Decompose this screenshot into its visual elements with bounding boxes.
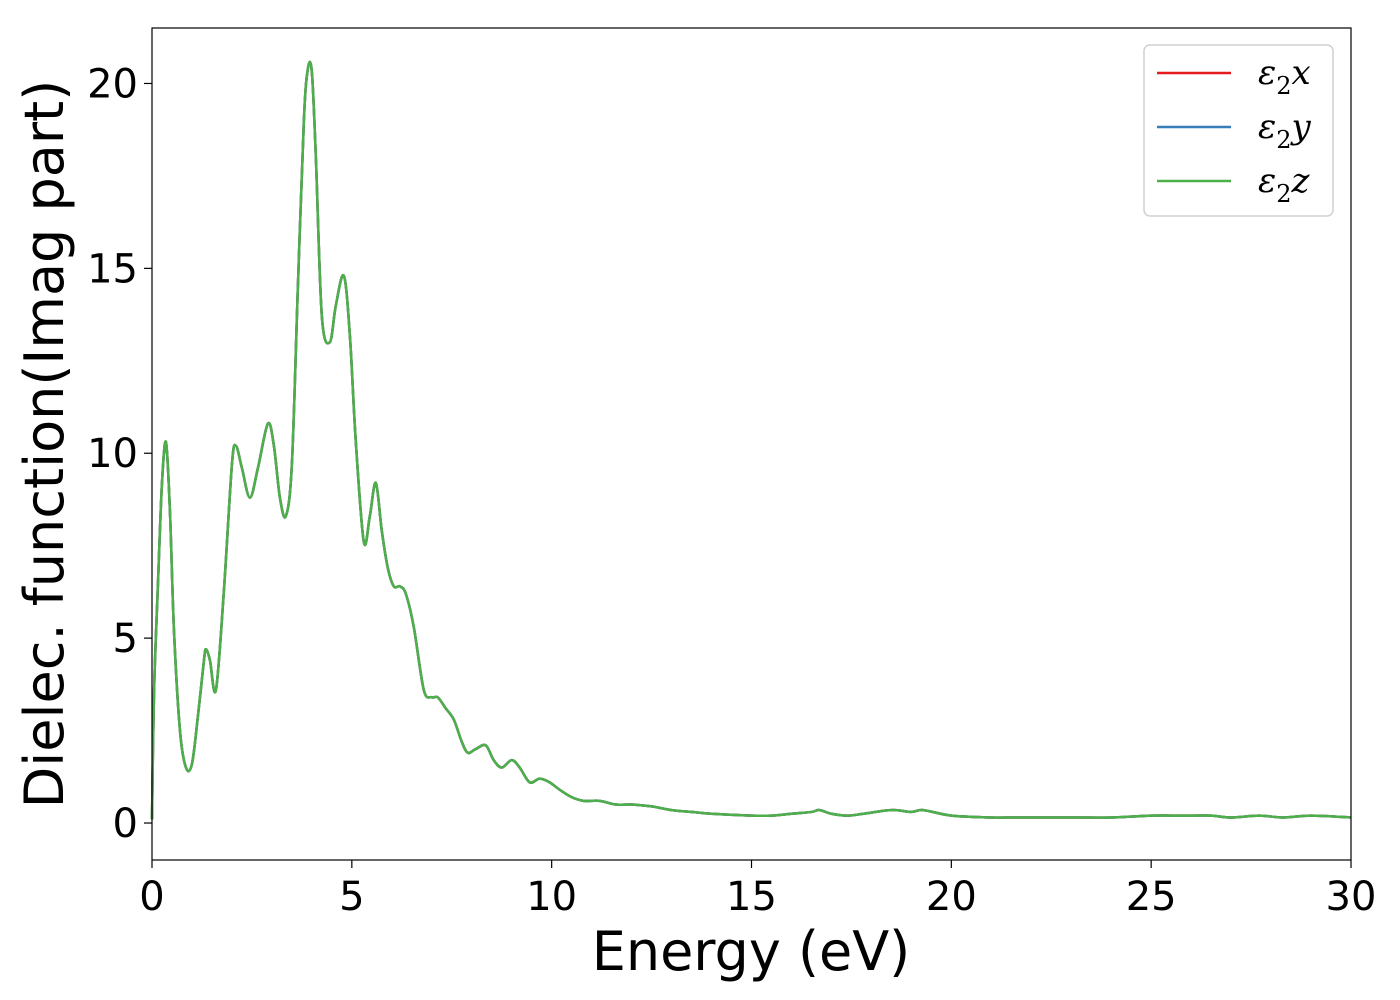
x-tick-label: 0 bbox=[139, 874, 164, 920]
y-axis-ticks: 0 5 10 15 20 bbox=[87, 61, 152, 847]
legend: ε2x ε2y ε2z bbox=[1143, 44, 1334, 217]
y-tick-label: 5 bbox=[113, 616, 138, 662]
y-tick-label: 10 bbox=[87, 431, 138, 477]
legend-label: ε2z bbox=[1258, 161, 1311, 208]
y-tick-label: 20 bbox=[87, 61, 138, 107]
y-tick-label: 15 bbox=[87, 246, 138, 292]
series-layer bbox=[150, 60, 1352, 820]
legend-label: ε2y bbox=[1258, 107, 1312, 154]
x-tick-label: 5 bbox=[339, 874, 364, 920]
x-tick-label: 25 bbox=[1126, 874, 1177, 920]
x-tick-label: 10 bbox=[526, 874, 577, 920]
x-tick-label: 15 bbox=[726, 874, 777, 920]
legend-label: ε2x bbox=[1258, 53, 1311, 100]
x-tick-label: 30 bbox=[1326, 874, 1377, 920]
x-axis-ticks: 0 5 10 15 20 25 30 bbox=[139, 860, 1376, 920]
x-tick-label: 20 bbox=[926, 874, 977, 920]
y-tick-label: 0 bbox=[113, 801, 138, 847]
legend-box bbox=[1143, 44, 1334, 217]
series-line-3 bbox=[150, 60, 1352, 820]
x-axis-label: Energy (eV) bbox=[592, 920, 911, 983]
y-axis-label: Dielec. function(Imag part) bbox=[13, 80, 76, 809]
